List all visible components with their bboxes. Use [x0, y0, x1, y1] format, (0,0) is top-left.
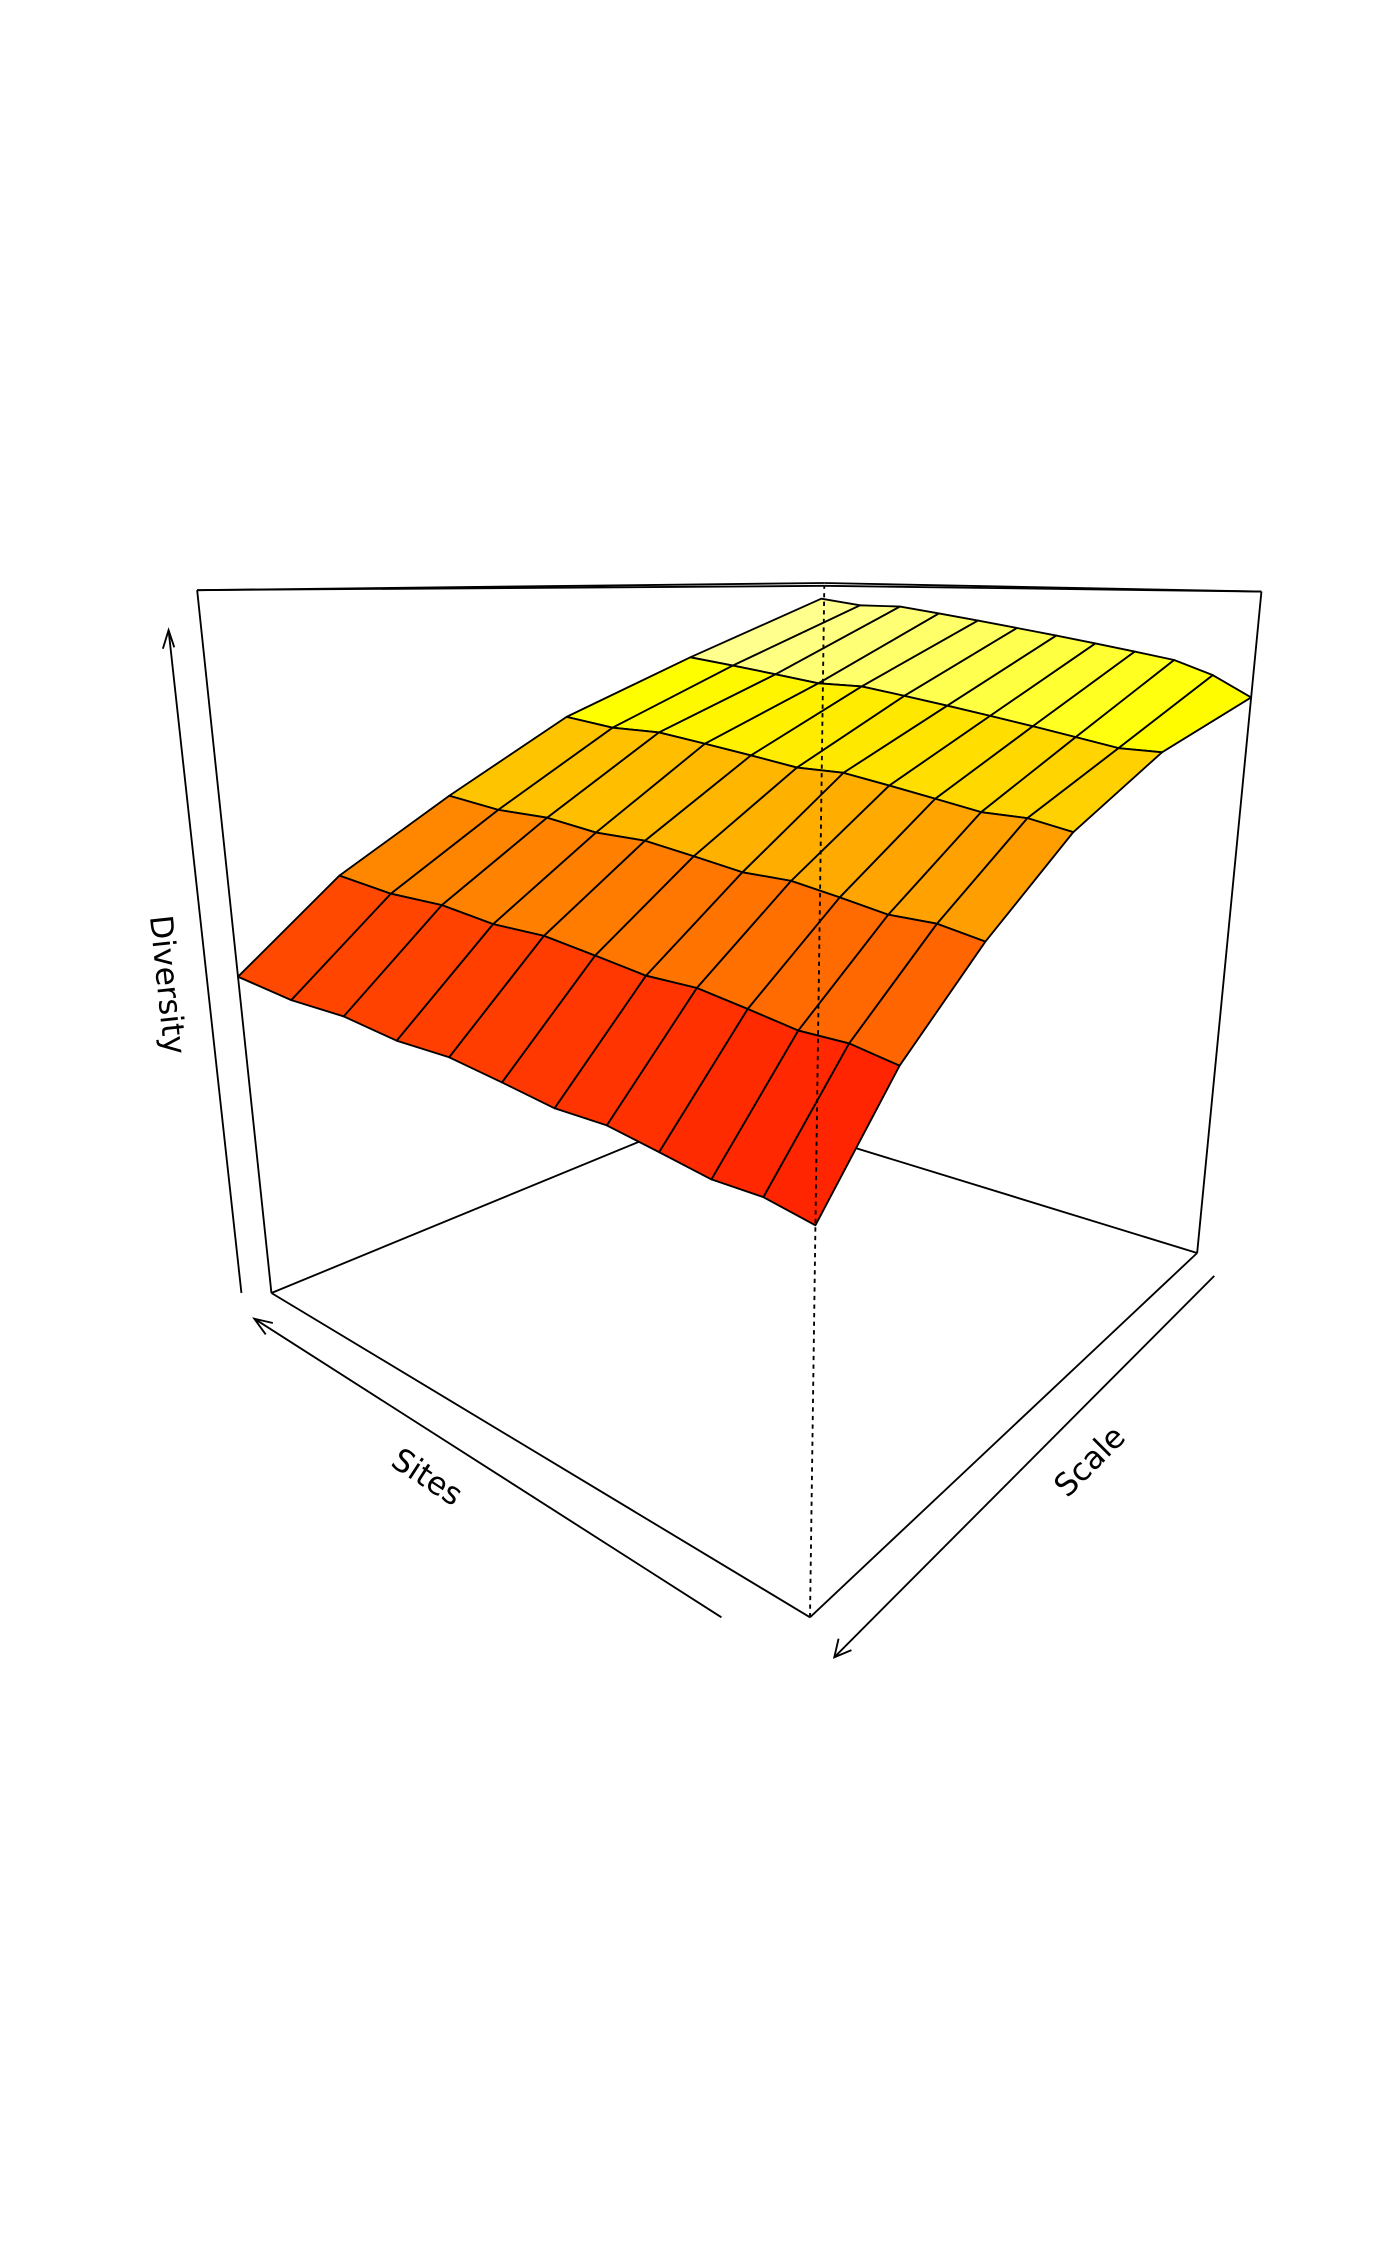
sites-arrowhead-icon [252, 1317, 274, 1335]
diversity-axis-line [167, 630, 243, 1294]
sites-axis-line [253, 1317, 722, 1619]
box-back-edges [196, 582, 1263, 1619]
box-edge [197, 584, 825, 592]
diversity-axis-label: Diversity [142, 913, 192, 1056]
box-edge [809, 1252, 1198, 1618]
scale-axis-line [833, 1275, 1215, 1658]
diversity-arrowhead-icon [161, 627, 176, 649]
diversity-axis: Diversity [142, 627, 243, 1294]
box-front-edges [809, 585, 826, 1618]
surface-facet [762, 1042, 901, 1227]
box-edge [270, 1292, 811, 1619]
box-edge [1196, 591, 1263, 1254]
sites-axis-label: Sites [385, 1441, 469, 1513]
scale-axis-label: Scale [1047, 1419, 1132, 1504]
scale-axis: Scale [832, 1275, 1215, 1659]
sites-axis: Sites [252, 1317, 722, 1619]
box-edge-hidden [809, 585, 826, 1618]
box-edge [196, 590, 273, 1294]
box-edge [824, 584, 1262, 593]
scale-arrowhead-icon [832, 1638, 852, 1659]
surface-mesh [237, 597, 1253, 1227]
